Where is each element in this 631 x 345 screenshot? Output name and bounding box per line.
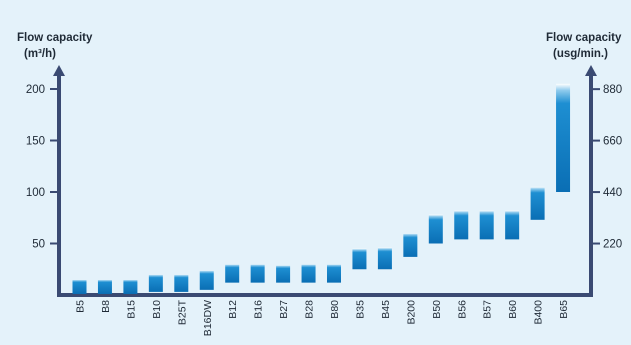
range-bar-b28 <box>301 264 316 283</box>
range-bar-b25t <box>174 274 189 292</box>
category-labels: B5 B8 B15 B10 B25T B16DW B12 B16 B27 B28 B80 B35 B45… <box>75 299 571 336</box>
range-bar-b16 <box>250 264 265 283</box>
range-bar-b60 <box>505 210 520 240</box>
category-label: B16DW <box>202 300 214 336</box>
left-tick-label: 150 <box>26 136 45 148</box>
left-tick-label: 200 <box>26 84 45 96</box>
category-label: B45 <box>380 300 392 319</box>
range-bar-b10 <box>148 274 163 292</box>
range-bar-b56 <box>454 210 469 240</box>
range-bar-b200 <box>403 233 418 257</box>
category-label: B27 <box>278 300 290 319</box>
range-bar-b57 <box>479 210 494 240</box>
right-axis-arrow-icon <box>585 65 597 76</box>
category-label: B35 <box>354 300 366 319</box>
range-bar-b400 <box>530 186 545 220</box>
category-label: B10 <box>151 300 163 319</box>
category-label: B65 <box>558 300 570 319</box>
category-label: B50 <box>431 300 443 319</box>
left-tick-label: 100 <box>26 187 45 199</box>
left-axis-title-line2: (m³/h) <box>24 48 56 60</box>
category-label: B25T <box>176 299 188 325</box>
range-bar-b65 <box>556 83 571 192</box>
left-axis-arrow-icon <box>53 65 65 76</box>
category-label: B16 <box>253 300 265 319</box>
category-label: B12 <box>227 300 239 319</box>
category-label: B80 <box>329 300 341 319</box>
range-bar-b12 <box>225 264 240 283</box>
category-label: B200 <box>405 300 417 325</box>
category-label: B56 <box>456 300 468 319</box>
category-label: B8 <box>100 300 112 313</box>
range-bar-b45 <box>377 247 392 270</box>
range-bar-b15 <box>123 279 138 294</box>
right-tick-label: 660 <box>603 136 622 148</box>
axes <box>53 65 597 297</box>
left-tick-label: 50 <box>32 239 45 251</box>
range-bar-b8 <box>97 279 112 294</box>
ticks-group: 50 100 150 200 220 440 660 880 <box>26 84 622 251</box>
bars-group <box>72 83 571 294</box>
right-tick-label: 880 <box>603 84 622 96</box>
right-tick-label: 440 <box>603 187 622 199</box>
left-axis-title-line1: Flow capacity <box>17 32 93 44</box>
right-axis-title-line2: (usg/min.) <box>553 48 608 60</box>
range-bar-b16dw <box>199 270 214 290</box>
range-bar-b35 <box>352 248 367 270</box>
category-label: B60 <box>507 300 519 319</box>
range-bar-b50 <box>428 214 443 244</box>
right-axis-title-line1: Flow capacity <box>546 32 622 44</box>
range-bar-b5 <box>72 279 87 294</box>
range-bar-b27 <box>276 265 291 283</box>
right-tick-label: 220 <box>603 239 622 251</box>
category-label: B57 <box>482 300 494 319</box>
category-label: B28 <box>304 300 316 319</box>
category-label: B5 <box>75 300 87 313</box>
category-label: B15 <box>125 300 137 319</box>
category-label: B400 <box>533 300 545 325</box>
range-bar-b80 <box>327 264 341 283</box>
